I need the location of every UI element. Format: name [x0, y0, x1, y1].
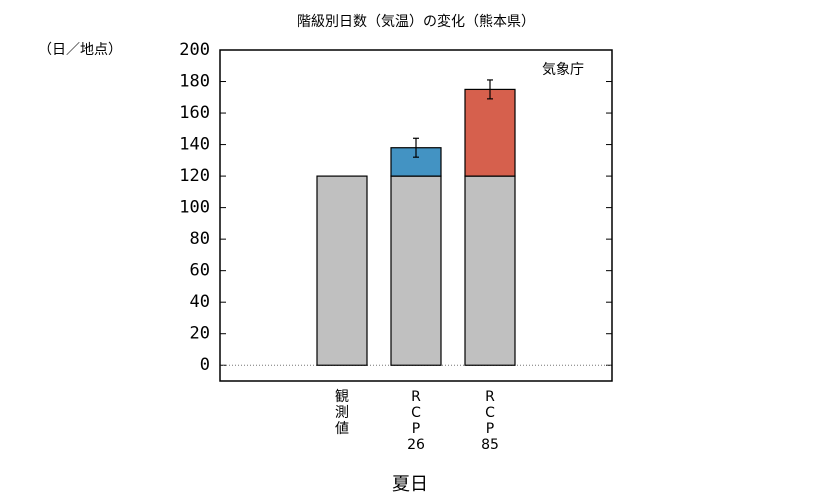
bar	[316, 175, 368, 366]
bar	[464, 175, 516, 366]
annotation: 気象庁	[542, 62, 584, 78]
x-axis-label: 夏日	[392, 474, 428, 495]
y-tick-label: 180	[179, 72, 210, 92]
bar	[464, 88, 516, 177]
y-tick-label: 80	[190, 229, 210, 249]
y-tick-label: 120	[179, 166, 210, 186]
chart-title: 階級別日数（気温）の変化（熊本県）	[297, 13, 535, 30]
y-tick-label: 60	[190, 261, 210, 281]
y-tick-label: 200	[179, 40, 210, 60]
y-tick-label: 160	[179, 103, 210, 123]
x-tick-label: R C P 85	[481, 389, 499, 453]
y-unit-label: （日／地点）	[38, 42, 122, 58]
y-tick-label: 0	[200, 355, 210, 375]
y-tick-label: 20	[190, 324, 210, 344]
x-tick-label: 観測値	[335, 388, 349, 437]
y-tick-label: 100	[179, 198, 210, 218]
y-tick-label: 140	[179, 135, 210, 155]
bar	[390, 175, 442, 366]
x-tick-label: R C P 26	[407, 389, 425, 453]
error-bar	[413, 137, 419, 158]
plot-frame	[219, 49, 613, 382]
error-bar	[487, 79, 493, 100]
y-tick-label: 40	[190, 292, 210, 312]
